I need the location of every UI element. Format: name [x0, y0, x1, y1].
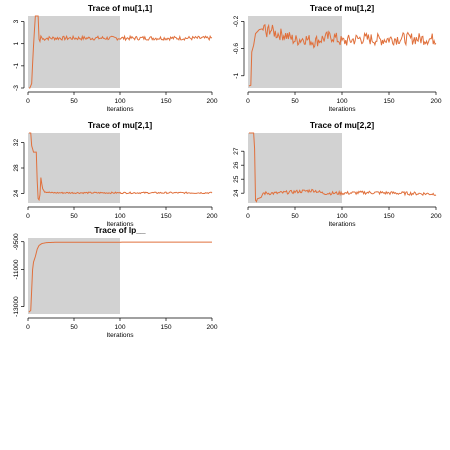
- y-tick-label: 32: [13, 139, 20, 147]
- x-tick-label: 200: [206, 213, 217, 220]
- trace-line: [248, 132, 437, 203]
- x-axis-label: Iterations: [106, 106, 134, 113]
- panel-title: Trace of mu[2,1]: [88, 120, 152, 130]
- trace-panel: 0 50 100 150 200 Iterations 24 25 26 27 Trace of m…: [233, 120, 442, 228]
- y-tick-label: -0.2: [233, 15, 240, 27]
- x-tick-label: 150: [383, 213, 394, 220]
- y-tick-label: 24: [233, 189, 240, 197]
- panel-title: Trace of mu[2,2]: [310, 120, 374, 130]
- y-tick-label: 3: [13, 19, 20, 23]
- trace-panel: 0 50 100 150 200 Iterations 24 28 32 Trace of mu[…: [13, 120, 218, 228]
- x-tick-label: 200: [206, 324, 217, 331]
- x-axis-label: Iterations: [106, 221, 134, 228]
- x-tick-label: 0: [246, 213, 250, 220]
- x-tick-label: 0: [26, 213, 30, 220]
- x-axis-label: Iterations: [106, 332, 134, 339]
- y-tick-label: -13000: [13, 296, 20, 317]
- warmup-region: [28, 133, 120, 203]
- y-tick-label: -1: [13, 63, 20, 69]
- y-tick-label: -3: [13, 85, 20, 91]
- x-tick-label: 200: [430, 213, 441, 220]
- x-tick-label: 100: [336, 98, 347, 105]
- x-tick-label: 50: [70, 324, 78, 331]
- x-tick-label: 200: [206, 98, 217, 105]
- y-tick-label: 24: [13, 189, 20, 197]
- x-tick-label: 50: [70, 213, 78, 220]
- warmup-region: [248, 16, 342, 88]
- y-tick-label: -0.6: [233, 43, 240, 55]
- x-tick-label: 100: [114, 213, 125, 220]
- x-tick-label: 150: [160, 213, 171, 220]
- y-tick-label: 25: [233, 175, 240, 183]
- x-tick-label: 50: [291, 213, 299, 220]
- y-tick-label: 28: [13, 164, 20, 172]
- x-tick-label: 100: [336, 213, 347, 220]
- x-tick-label: 0: [26, 324, 30, 331]
- trace-line: [248, 23, 437, 87]
- trace-panel: 0 50 100 150 200 Iterations -1 -0.6 -0.2 Trace of…: [233, 3, 442, 113]
- panel-title: Trace of lp__: [94, 225, 146, 235]
- x-tick-label: 50: [70, 98, 78, 105]
- x-tick-label: 200: [430, 98, 441, 105]
- y-tick-label: 1: [13, 42, 20, 46]
- trace-line: [28, 15, 213, 89]
- x-tick-label: 100: [114, 324, 125, 331]
- panel-title: Trace of mu[1,1]: [88, 3, 152, 13]
- warmup-region: [248, 133, 342, 203]
- warmup-region: [28, 16, 120, 88]
- trace-line: [28, 241, 212, 313]
- x-tick-label: 150: [383, 98, 394, 105]
- x-tick-label: 0: [246, 98, 250, 105]
- x-axis-label: Iterations: [328, 221, 356, 228]
- y-tick-label: 26: [233, 161, 240, 169]
- x-tick-label: 150: [160, 324, 171, 331]
- panel-title: Trace of mu[1,2]: [310, 3, 374, 13]
- x-tick-label: 0: [26, 98, 30, 105]
- x-tick-label: 50: [291, 98, 299, 105]
- trace-panel: 0 50 100 150 200 Iterations -13000 -11000 -9500 T…: [13, 225, 218, 339]
- x-tick-label: 150: [160, 98, 171, 105]
- y-tick-label: 27: [233, 147, 240, 155]
- x-axis-label: Iterations: [328, 106, 356, 113]
- y-tick-label: -9500: [13, 233, 20, 250]
- trace-panel: 0 50 100 150 200 Iterations -3 -1 1 3 Trace of mu[…: [13, 3, 218, 113]
- warmup-region: [28, 238, 120, 314]
- y-tick-label: -11000: [13, 259, 20, 279]
- x-tick-label: 100: [114, 98, 125, 105]
- trace-line: [28, 132, 213, 202]
- y-tick-label: -1: [233, 73, 240, 79]
